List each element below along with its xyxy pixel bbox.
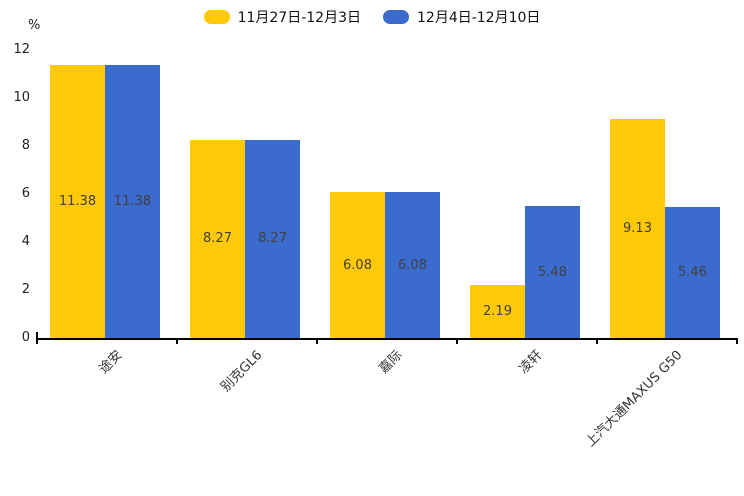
legend-swatch-icon — [383, 10, 409, 24]
y-tick-label: 10 — [13, 90, 30, 105]
bar-series1-cat0: 11.38 — [105, 64, 160, 338]
bar-series0-cat1: 8.27 — [190, 139, 245, 338]
bar-series0-cat3: 2.19 — [470, 285, 525, 338]
bar-value-label: 2.19 — [483, 304, 512, 320]
bar-value-label: 6.08 — [343, 257, 372, 273]
y-tick-label: 12 — [13, 42, 30, 57]
legend-label: 12月4日-12月10日 — [417, 10, 541, 26]
legend-item-series1[interactable]: 12月4日-12月10日 — [383, 7, 540, 27]
x-axis-label-cat4: 上汽大通MAXUS G50 — [583, 347, 686, 451]
bar-series0-cat4: 9.13 — [610, 118, 665, 338]
bar-series1-cat3: 5.48 — [525, 206, 580, 338]
bar-value-label: 5.48 — [538, 264, 567, 280]
bar-series1-cat1: 8.27 — [245, 139, 300, 338]
x-axis-tick — [596, 338, 598, 344]
x-axis-label-cat1: 别克GL6 — [218, 347, 266, 395]
bar-series0-cat0: 11.38 — [50, 64, 105, 338]
y-tick-label: 0 — [21, 330, 30, 345]
y-axis-unit-label: % — [28, 18, 41, 33]
bar-series1-cat4: 5.46 — [665, 206, 720, 338]
y-tick-label: 6 — [21, 186, 30, 201]
legend-swatch-icon — [203, 10, 230, 24]
x-axis-tick — [736, 338, 738, 344]
x-axis-tick — [36, 338, 38, 344]
bar-value-label: 9.13 — [623, 220, 652, 236]
x-axis-label-cat3: 凌轩 — [516, 347, 546, 377]
x-axis-tick — [316, 338, 318, 344]
bar-series0-cat2: 6.08 — [330, 192, 385, 338]
bar-value-label: 8.27 — [203, 231, 232, 247]
bar-value-label: 11.38 — [113, 193, 152, 209]
y-tick-label: 2 — [21, 282, 30, 297]
y-tick-label: 8 — [21, 138, 30, 153]
x-axis-left-end-tick — [36, 332, 38, 338]
x-axis-tick — [176, 338, 178, 344]
bar-value-label: 6.08 — [398, 257, 427, 273]
bar-series1-cat2: 6.08 — [385, 192, 440, 338]
x-axis-tick — [456, 338, 458, 344]
x-axis-label-cat0: 途安 — [96, 347, 126, 377]
bar-value-label: 8.27 — [258, 231, 287, 247]
legend: 11月27日-12月3日 12月4日-12月10日 — [0, 7, 744, 27]
legend-label: 11月27日-12月3日 — [237, 10, 361, 26]
y-tick-label: 4 — [21, 234, 30, 249]
bar-value-label: 5.46 — [678, 264, 707, 280]
x-axis-line — [36, 338, 736, 340]
bar-value-label: 11.38 — [58, 193, 97, 209]
legend-item-series0[interactable]: 11月27日-12月3日 — [203, 7, 361, 27]
x-axis-label-cat2: 嘉际 — [376, 347, 406, 377]
